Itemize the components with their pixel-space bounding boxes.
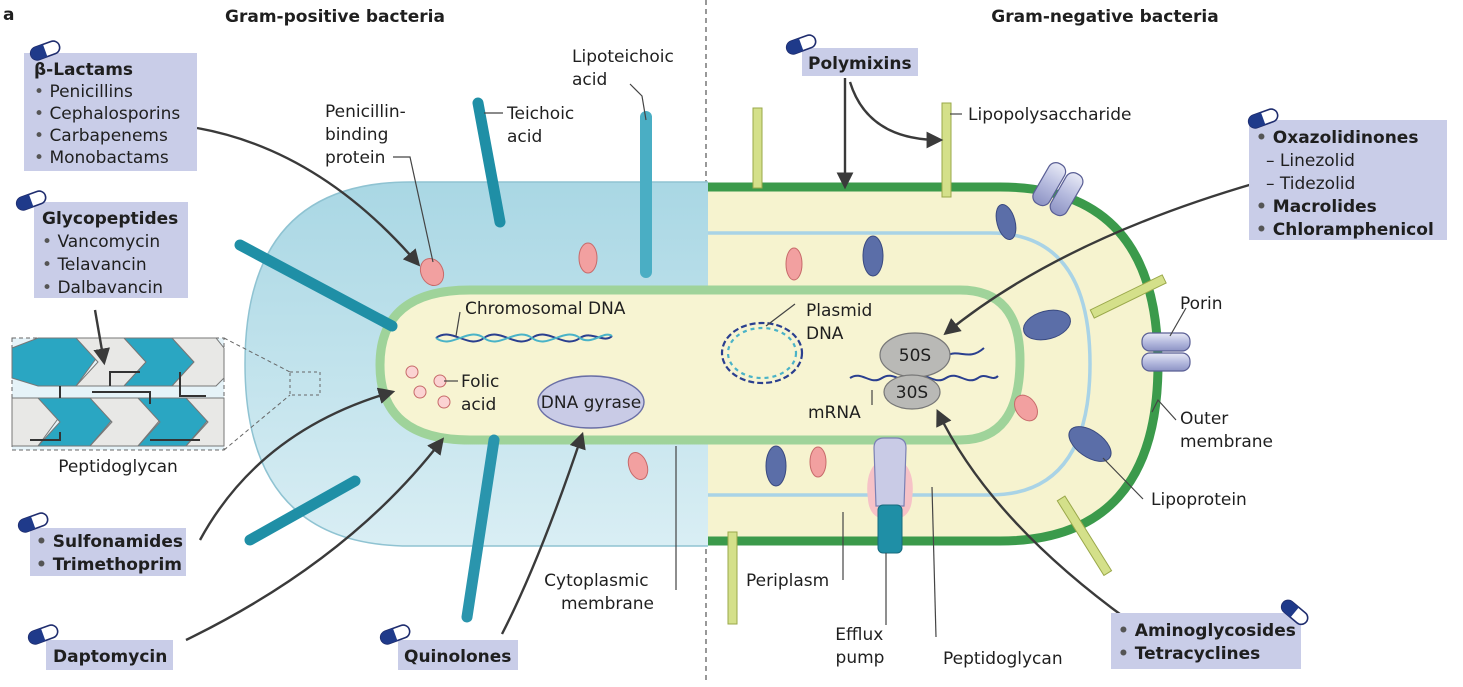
leader-lines bbox=[393, 83, 1187, 638]
label-penicillin-binding-protein: Penicillin- binding protein bbox=[325, 102, 411, 168]
beta-lactams-title: β-Lactams bbox=[34, 60, 133, 80]
daptomycin-title: Daptomycin bbox=[53, 647, 167, 667]
beta-lactams-item: • Penicillins bbox=[34, 82, 133, 102]
chromosomal-dna-helix bbox=[435, 333, 613, 343]
penicillin-binding-proteins bbox=[419, 242, 1038, 481]
efflux-pump bbox=[867, 437, 913, 554]
label-50s: 50S bbox=[899, 346, 931, 366]
porin-top bbox=[1032, 162, 1084, 217]
label-lipopolysaccharide: Lipopolysaccharide bbox=[968, 105, 1131, 125]
label-chromosomal-dna: Chromosomal DNA bbox=[465, 299, 626, 319]
sulfonamides-item: • Sulfonamides bbox=[36, 532, 183, 552]
drug-box-quinolones: Quinolones bbox=[378, 622, 518, 670]
label-periplasm: Periplasm bbox=[746, 571, 829, 591]
teichoic-acid-rods bbox=[234, 97, 652, 623]
drug-box-glycopeptides: Glycopeptides • Vancomycin • Telavancin … bbox=[14, 188, 188, 298]
label-dna-gyrase: DNA gyrase bbox=[541, 393, 641, 413]
label-folic-acid: Folic acid bbox=[461, 372, 505, 415]
porin-right bbox=[1141, 332, 1191, 372]
aminoglycosides-item: • Aminoglycosides bbox=[1118, 621, 1296, 641]
glycopeptides-item: • Telavancin bbox=[42, 255, 147, 275]
label-cytoplasmic-membrane: Cytoplasmic membrane bbox=[544, 571, 654, 614]
glycopeptides-item: • Dalbavancin bbox=[42, 278, 163, 298]
header-gram-negative: Gram-negative bacteria bbox=[991, 7, 1218, 27]
aminoglycosides-item: • Tetracyclines bbox=[1118, 644, 1260, 664]
polymixins-title: Polymixins bbox=[808, 54, 912, 74]
header-gram-positive: Gram-positive bacteria bbox=[225, 7, 445, 27]
beta-lactams-item: • Cephalosporins bbox=[34, 104, 180, 124]
quinolones-title: Quinolones bbox=[404, 647, 511, 667]
label-outer-membrane: Outer membrane bbox=[1180, 409, 1273, 452]
label-plasmid-dna: Plasmid DNA bbox=[806, 301, 878, 344]
sulfonamides-item: • Trimethoprim bbox=[36, 555, 182, 575]
drug-box-beta-lactams: β-Lactams • Penicillins • Cephalosporins… bbox=[24, 38, 197, 171]
glycopeptides-title: Glycopeptides bbox=[42, 209, 178, 229]
label-lipoprotein: Lipoprotein bbox=[1151, 490, 1247, 510]
ribosome-30s bbox=[883, 374, 941, 410]
drug-box-polymixins: Polymixins bbox=[784, 32, 918, 76]
beta-lactams-item: • Monobactams bbox=[34, 148, 169, 168]
label-mrna: mRNA bbox=[808, 403, 861, 423]
oxazolidinones-line: • Macrolides bbox=[1256, 197, 1377, 217]
drug-box-daptomycin: Daptomycin bbox=[26, 622, 173, 670]
panel-letter: a bbox=[3, 5, 14, 25]
label-lipoteichoic-acid: Lipoteichoic acid bbox=[572, 47, 679, 90]
lipopolysaccharide-rods bbox=[727, 102, 1167, 625]
oxazolidinones-line: – Tidezolid bbox=[1266, 174, 1355, 194]
drug-box-sulfonamides: • Sulfonamides • Trimethoprim bbox=[16, 510, 186, 576]
label-peptidoglycan-gram-negative: Peptidoglycan bbox=[943, 649, 1063, 669]
oxazolidinones-line: • Oxazolidinones bbox=[1256, 128, 1418, 148]
label-30s: 30S bbox=[896, 383, 928, 403]
folic-acid-molecules bbox=[405, 365, 451, 409]
peptidoglycan-inset bbox=[11, 337, 321, 451]
drug-box-oxazolidinones: • Oxazolidinones – Linezolid – Tidezolid… bbox=[1246, 106, 1447, 240]
label-peptidoglycan-inset: Peptidoglycan bbox=[58, 457, 178, 477]
drug-box-aminoglycosides: • Aminoglycosides • Tetracyclines bbox=[1111, 596, 1312, 669]
label-efflux-pump: Efflux pump bbox=[835, 625, 888, 668]
glycopeptides-item: • Vancomycin bbox=[42, 232, 160, 252]
plasmid-dna-ring bbox=[720, 321, 804, 385]
oxazolidinones-line: – Linezolid bbox=[1266, 151, 1355, 171]
beta-lactams-item: • Carbapenems bbox=[34, 126, 168, 146]
label-teichoic-acid: Teichoic acid bbox=[506, 104, 580, 147]
drug-arrows bbox=[93, 78, 1257, 642]
lipoproteins bbox=[765, 203, 1112, 487]
dna-gyrase bbox=[537, 375, 645, 429]
label-porin: Porin bbox=[1180, 294, 1223, 314]
oxazolidinones-line: • Chloramphenicol bbox=[1256, 220, 1434, 240]
